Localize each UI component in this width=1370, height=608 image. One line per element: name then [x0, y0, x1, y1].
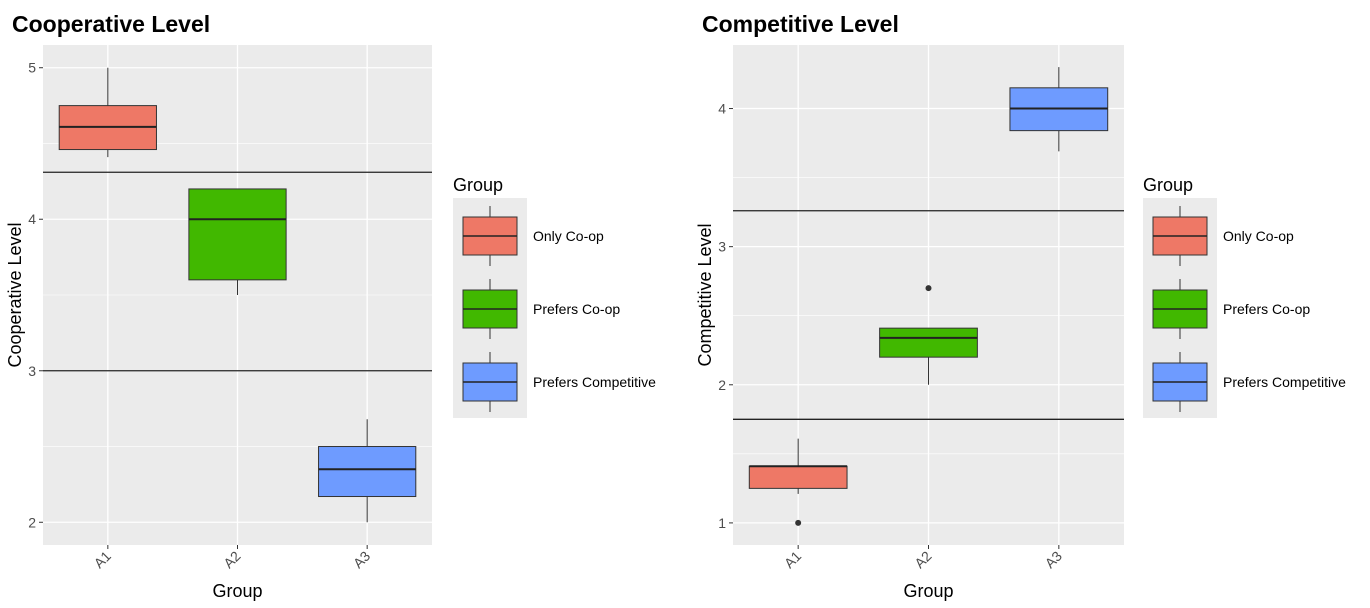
x-axis-label: Group — [903, 581, 953, 601]
box-A3 — [318, 419, 417, 523]
x-tick-label: A3 — [1042, 548, 1066, 572]
y-tick-label: 2 — [28, 514, 36, 530]
y-tick-label: 4 — [28, 211, 36, 227]
legend-label: Prefers Competitive — [1223, 374, 1346, 390]
box-iqr — [318, 446, 417, 498]
legend-title: Group — [453, 175, 503, 195]
legend: Group Only Co-op Prefers Co-op Prefers Comp… — [453, 175, 656, 418]
box-A3 — [1009, 67, 1109, 152]
legend-label: Prefers Competitive — [533, 374, 656, 390]
box-iqr — [879, 327, 978, 358]
y-tick-label: 2 — [718, 377, 726, 393]
legend-item: Prefers Co-op — [1152, 279, 1310, 339]
legend: Group Only Co-op Prefers Co-op Prefers Comp… — [1143, 175, 1346, 418]
box-A2 — [188, 188, 287, 295]
y-tick-label: 3 — [718, 239, 726, 255]
y-tick-label: 1 — [718, 515, 726, 531]
box-A1 — [58, 67, 157, 158]
legend-label: Only Co-op — [1223, 228, 1294, 244]
legend-label: Prefers Co-op — [1223, 301, 1310, 317]
x-tick-label: A1 — [91, 548, 115, 572]
box-A1 — [748, 438, 848, 526]
legend-item: Prefers Competitive — [462, 352, 656, 412]
box-iqr — [188, 188, 287, 281]
chart-2: Competitive Level 1 2 3 4 A1 A2 A3 Group Competit… — [695, 11, 1346, 601]
y-tick-label: 5 — [28, 60, 36, 76]
x-tick-label: A2 — [220, 548, 244, 572]
legend-item: Only Co-op — [1152, 206, 1294, 266]
legend-label: Prefers Co-op — [533, 301, 620, 317]
x-tick-label: A3 — [350, 548, 374, 572]
legend-item: Only Co-op — [462, 206, 604, 266]
chart-title: Competitive Level — [702, 11, 899, 37]
outlier-point — [795, 519, 802, 526]
x-axis-label: Group — [212, 581, 262, 601]
legend-item: Prefers Competitive — [1152, 352, 1346, 412]
outlier-point — [925, 285, 932, 292]
chart-title: Cooperative Level — [12, 11, 210, 37]
legend-label: Only Co-op — [533, 228, 604, 244]
x-tick-label: A2 — [911, 548, 935, 572]
chart-1: Cooperative Level 2 3 4 5 A1 A2 A3 Group Cooperat… — [5, 11, 656, 601]
y-tick-label: 3 — [28, 363, 36, 379]
box-iqr — [748, 465, 848, 489]
box-A2 — [879, 285, 978, 385]
y-axis-label: Cooperative Level — [5, 222, 25, 367]
y-tick-label: 4 — [718, 101, 726, 117]
x-tick-label: A1 — [781, 548, 805, 572]
legend-title: Group — [1143, 175, 1193, 195]
y-axis-label: Competitive Level — [695, 223, 715, 366]
legend-item: Prefers Co-op — [462, 279, 620, 339]
